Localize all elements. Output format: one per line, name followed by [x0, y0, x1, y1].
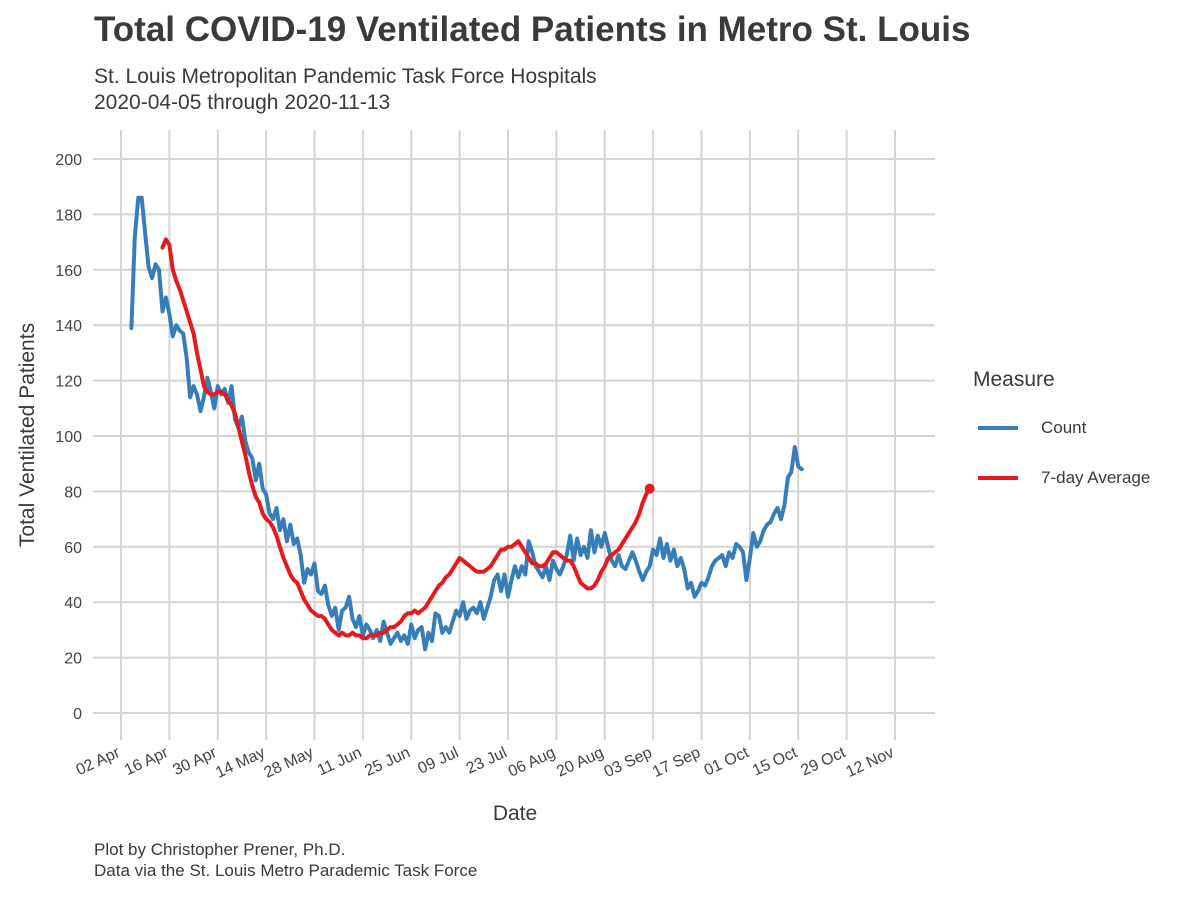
x-tick-label: 16 Apr — [122, 744, 172, 779]
x-tick-label: 14 May — [213, 744, 268, 782]
x-gridlines — [120, 130, 896, 740]
subtitle-line-2: 2020-04-05 through 2020-11-13 — [94, 91, 391, 114]
legend-label-count: Count — [1041, 418, 1087, 437]
caption-line-2: Data via the St. Louis Metro Parademic T… — [94, 861, 478, 880]
x-tick-label: 06 Aug — [506, 744, 558, 780]
y-tick-label: 80 — [64, 484, 82, 501]
y-tick-label: 160 — [55, 263, 82, 280]
y-tick-label: 20 — [64, 651, 82, 668]
y-gridlines — [93, 158, 935, 714]
y-tick-label: 100 — [55, 429, 82, 446]
x-tick-label: 17 Sep — [650, 744, 703, 781]
x-tick-label: 02 Apr — [74, 744, 124, 779]
legend-key-count — [978, 426, 1018, 430]
x-tick-label: 28 May — [261, 744, 316, 782]
legend-key-average — [978, 476, 1018, 480]
x-tick-label: 03 Sep — [602, 744, 655, 781]
average-end-point — [644, 483, 655, 494]
legend-label-average: 7-day Average — [1041, 468, 1151, 487]
legend-item-average: 7-day Average — [973, 464, 1150, 492]
chart-caption: Plot by Christopher Prener, Ph.D. Data v… — [94, 839, 477, 881]
series-line-average — [160, 237, 652, 641]
x-axis-label: Date — [492, 802, 538, 825]
y-tick-label: 200 — [55, 152, 82, 169]
chart-subtitle: St. Louis Metropolitan Pandemic Task For… — [94, 64, 597, 116]
x-tick-label: 12 Nov — [844, 744, 897, 781]
x-tick-label: 11 Jun — [315, 744, 365, 779]
x-tick-label: 30 Apr — [170, 744, 220, 779]
legend: Measure Count 7-day Average — [973, 368, 1150, 514]
series-lines — [129, 195, 804, 652]
x-tick-label: 01 Oct — [702, 744, 752, 780]
x-tick-label: 29 Oct — [798, 744, 848, 780]
x-tick-label: 15 Oct — [750, 744, 800, 780]
y-tick-labels: 0 20 40 60 80 100 120 140 160 180 200 — [55, 152, 82, 723]
chart-title: Total COVID-19 Ventilated Patients in Me… — [94, 10, 971, 49]
x-tick-label: 23 Jul — [464, 744, 510, 777]
legend-item-count: Count — [973, 414, 1150, 442]
y-tick-label: 140 — [55, 318, 82, 335]
caption-line-1: Plot by Christopher Prener, Ph.D. — [94, 840, 346, 859]
x-tick-label: 25 Jun — [362, 744, 413, 780]
x-tick-label: 20 Aug — [554, 744, 606, 780]
legend-title: Measure — [973, 368, 1055, 391]
y-tick-label: 60 — [64, 540, 82, 557]
subtitle-line-1: St. Louis Metropolitan Pandemic Task For… — [94, 65, 597, 88]
series-line-count — [129, 195, 804, 652]
x-tick-label: 09 Jul — [415, 744, 461, 777]
y-tick-label: 180 — [55, 207, 82, 224]
y-axis-label: Total Ventilated Patients — [16, 322, 39, 548]
y-tick-label: 40 — [64, 595, 82, 612]
y-tick-label: 0 — [73, 706, 82, 723]
y-tick-label: 120 — [55, 374, 82, 391]
